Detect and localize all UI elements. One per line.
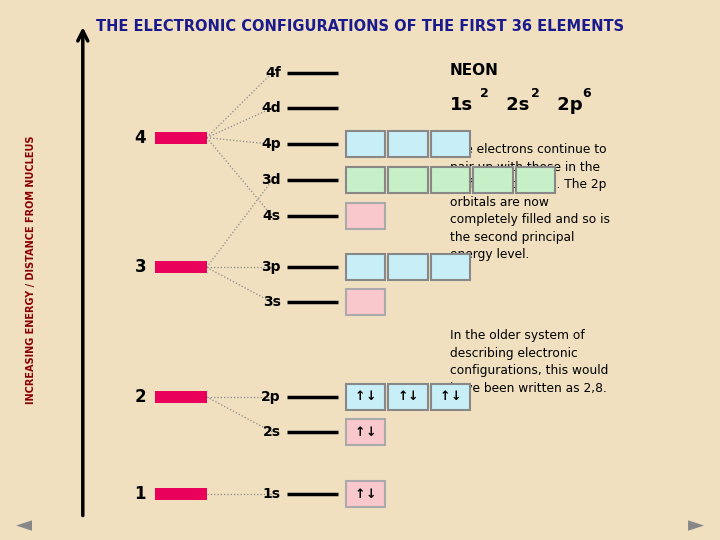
- Text: 1s: 1s: [450, 96, 473, 114]
- Bar: [155, 488, 207, 500]
- Text: ↓: ↓: [408, 390, 418, 403]
- Bar: [155, 391, 207, 403]
- Bar: [346, 254, 385, 280]
- Bar: [155, 132, 207, 144]
- Text: 4s: 4s: [263, 209, 281, 223]
- Bar: [431, 254, 470, 280]
- Text: 2p: 2p: [261, 390, 281, 404]
- Text: ↓: ↓: [365, 390, 376, 403]
- Text: ↓: ↓: [365, 488, 376, 501]
- Text: 4d: 4d: [261, 101, 281, 115]
- Bar: [388, 131, 428, 157]
- Text: 2: 2: [531, 87, 539, 100]
- Text: 3s: 3s: [263, 295, 281, 309]
- Text: 2p: 2p: [551, 96, 582, 114]
- Bar: [346, 289, 385, 315]
- Text: 1s: 1s: [263, 487, 281, 501]
- Text: ↑: ↑: [397, 390, 408, 403]
- Text: 3: 3: [135, 258, 146, 276]
- Text: ↑: ↑: [440, 390, 451, 403]
- Bar: [346, 419, 385, 445]
- Bar: [431, 384, 470, 410]
- Text: 2: 2: [480, 87, 489, 100]
- Bar: [346, 203, 385, 229]
- Text: 4f: 4f: [265, 66, 281, 80]
- Text: In the older system of
describing electronic
configurations, this would
have bee: In the older system of describing electr…: [450, 329, 608, 395]
- Text: 4p: 4p: [261, 137, 281, 151]
- Text: 4: 4: [135, 129, 146, 147]
- Text: NEON: NEON: [450, 63, 499, 78]
- Bar: [431, 167, 470, 193]
- Bar: [155, 261, 207, 273]
- Bar: [346, 481, 385, 507]
- Bar: [346, 167, 385, 193]
- Bar: [388, 254, 428, 280]
- Text: ►: ►: [688, 515, 704, 535]
- Bar: [473, 167, 513, 193]
- Text: 2s: 2s: [500, 96, 530, 114]
- Text: 1: 1: [135, 485, 146, 503]
- Text: THE ELECTRONIC CONFIGURATIONS OF THE FIRST 36 ELEMENTS: THE ELECTRONIC CONFIGURATIONS OF THE FIR…: [96, 19, 624, 34]
- Bar: [431, 131, 470, 157]
- Text: 3p: 3p: [261, 260, 281, 274]
- Text: ↓: ↓: [450, 390, 461, 403]
- Text: ◄: ◄: [16, 515, 32, 535]
- Text: The electrons continue to
pair up with those in the
half-filled orbitals. The 2p: The electrons continue to pair up with t…: [450, 143, 610, 261]
- Text: INCREASING ENERGY / DISTANCE FROM NUCLEUS: INCREASING ENERGY / DISTANCE FROM NUCLEU…: [26, 136, 36, 404]
- Text: ↑: ↑: [355, 390, 366, 403]
- Bar: [388, 167, 428, 193]
- Bar: [346, 131, 385, 157]
- Text: 2s: 2s: [263, 425, 281, 439]
- Text: 6: 6: [582, 87, 590, 100]
- Bar: [388, 384, 428, 410]
- Text: ↑: ↑: [355, 426, 366, 438]
- Text: ↑: ↑: [355, 488, 366, 501]
- Text: ↓: ↓: [365, 426, 376, 438]
- Bar: [346, 384, 385, 410]
- Text: 2: 2: [135, 388, 146, 406]
- Bar: [516, 167, 555, 193]
- Text: 3d: 3d: [261, 173, 281, 187]
